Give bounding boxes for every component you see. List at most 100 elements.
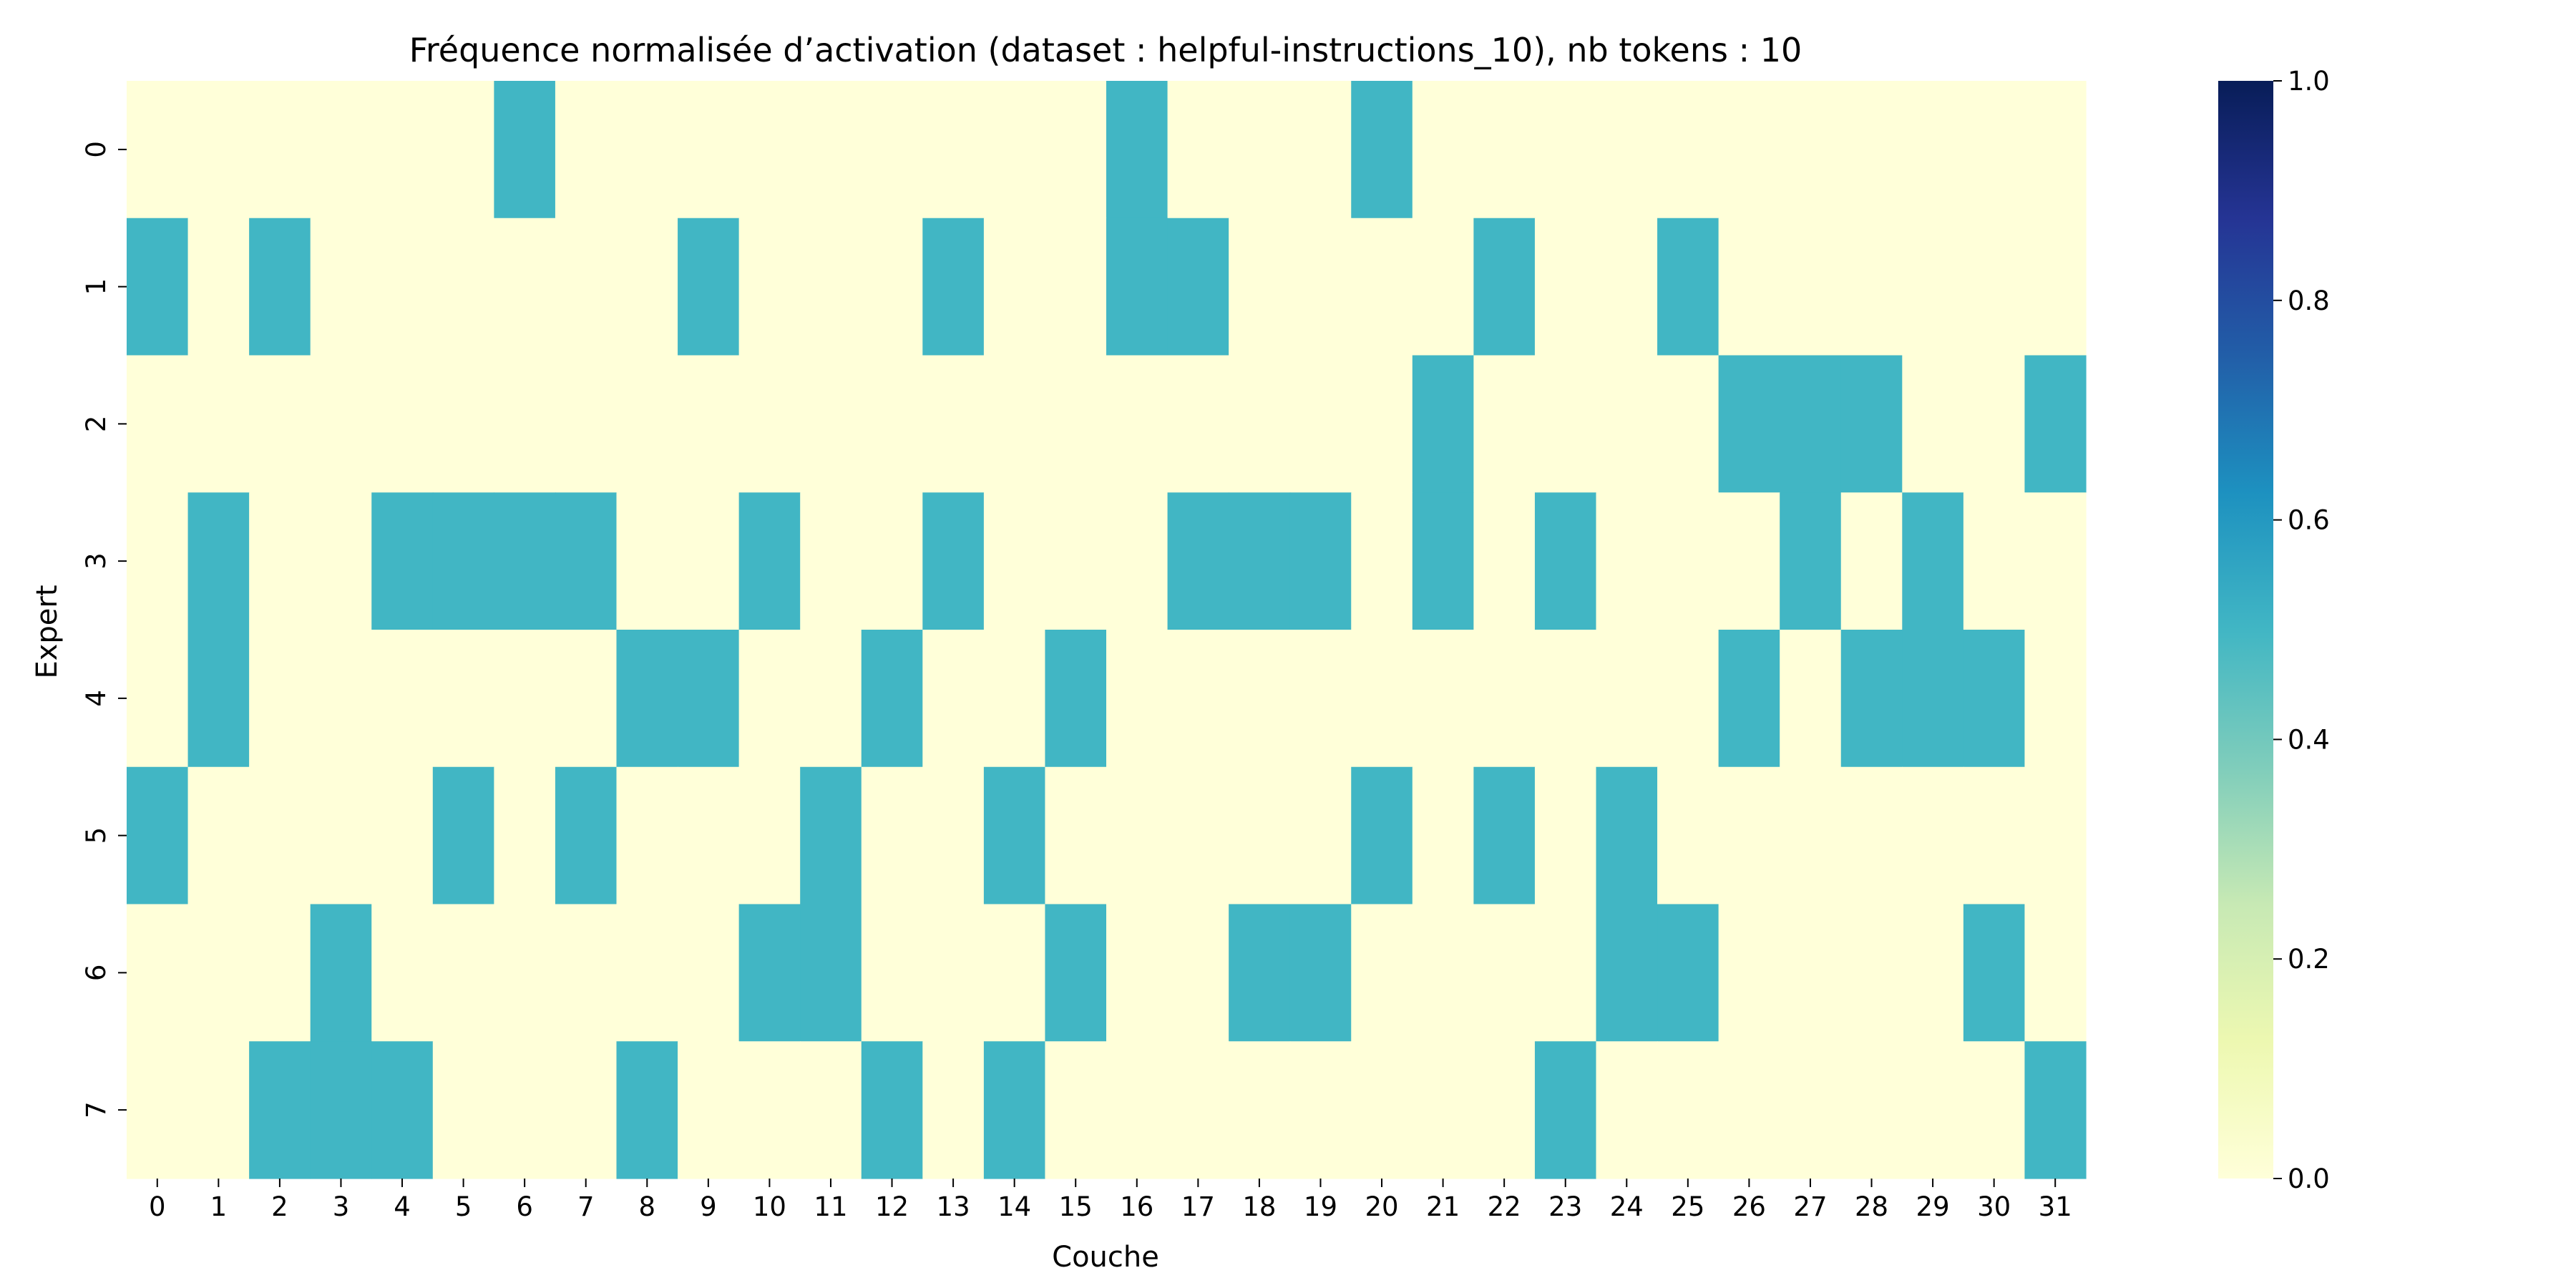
- heatmap-cell-expert-4-couche-20: [1351, 630, 1413, 768]
- heatmap-cell-expert-5-couche-8: [616, 766, 678, 905]
- x-tick-label: 21: [1426, 1191, 1460, 1222]
- x-tick-label: 1: [210, 1191, 228, 1222]
- heatmap-cell-expert-4-couche-7: [555, 630, 618, 768]
- heatmap-cell-expert-3-couche-20: [1351, 492, 1413, 630]
- heatmap-cell-expert-6-couche-7: [555, 904, 618, 1042]
- heatmap-cell-expert-3-couche-23: [1534, 492, 1597, 630]
- heatmap-cell-expert-4-couche-30: [1963, 630, 2026, 768]
- heatmap-cell-expert-0-couche-12: [861, 81, 923, 219]
- x-tick-label: 13: [937, 1191, 970, 1222]
- heatmap-cell-expert-7-couche-10: [738, 1041, 801, 1179]
- heatmap-cell-expert-6-couche-5: [432, 904, 494, 1042]
- heatmap-cell-expert-4-couche-11: [800, 630, 862, 768]
- heatmap-cell-expert-7-couche-26: [1718, 1041, 1780, 1179]
- heatmap-cell-expert-0-couche-26: [1718, 81, 1780, 219]
- heatmap-cell-expert-4-couche-18: [1229, 630, 1291, 768]
- heatmap-cell-expert-0-couche-11: [800, 81, 862, 219]
- heatmap-cell-expert-2-couche-3: [310, 355, 372, 493]
- heatmap-cell-expert-5-couche-17: [1167, 766, 1229, 905]
- heatmap-cell-expert-7-couche-0: [127, 1041, 189, 1179]
- heatmap-cell-expert-3-couche-31: [2024, 492, 2087, 630]
- heatmap-cell-expert-6-couche-25: [1657, 904, 1719, 1042]
- heatmap-cell-expert-0-couche-29: [1902, 81, 1964, 219]
- x-tick-label: 12: [875, 1191, 909, 1222]
- heatmap-cell-expert-2-couche-31: [2024, 355, 2087, 493]
- heatmap-cell-expert-2-couche-23: [1534, 355, 1597, 493]
- heatmap-cell-expert-1-couche-12: [861, 218, 923, 356]
- x-tick-label: 3: [333, 1191, 350, 1222]
- heatmap-cell-expert-6-couche-20: [1351, 904, 1413, 1042]
- heatmap-cell-expert-1-couche-24: [1596, 218, 1658, 356]
- y-tick-label: 4: [81, 690, 112, 707]
- x-tick-label: 8: [639, 1191, 656, 1222]
- x-tick-label: 11: [814, 1191, 847, 1222]
- heatmap-cell-expert-1-couche-31: [2024, 218, 2087, 356]
- y-tick-label: 0: [81, 141, 112, 158]
- heatmap-cell-expert-1-couche-23: [1534, 218, 1597, 356]
- heatmap-cell-expert-7-couche-24: [1596, 1041, 1658, 1179]
- heatmap-cell-expert-6-couche-22: [1473, 904, 1536, 1042]
- x-tick-label: 16: [1120, 1191, 1153, 1222]
- heatmap-cell-expert-3-couche-11: [800, 492, 862, 630]
- heatmap-cell-expert-6-couche-4: [371, 904, 434, 1042]
- heatmap-cell-expert-6-couche-3: [310, 904, 372, 1042]
- heatmap-cell-expert-3-couche-0: [127, 492, 189, 630]
- heatmap-cell-expert-4-couche-17: [1167, 630, 1229, 768]
- heatmap-cell-expert-5-couche-24: [1596, 766, 1658, 905]
- y-tick-label: 1: [81, 278, 112, 296]
- heatmap-cell-expert-1-couche-17: [1167, 218, 1229, 356]
- heatmap-cell-expert-3-couche-28: [1840, 492, 1903, 630]
- heatmap-cell-expert-0-couche-2: [249, 81, 311, 219]
- heatmap-cell-expert-3-couche-12: [861, 492, 923, 630]
- heatmap-cell-expert-0-couche-24: [1596, 81, 1658, 219]
- x-tick-label: 23: [1548, 1191, 1582, 1222]
- heatmap-cell-expert-2-couche-24: [1596, 355, 1658, 493]
- heatmap-cell-expert-7-couche-20: [1351, 1041, 1413, 1179]
- y-tick-label: 5: [81, 827, 112, 844]
- heatmap-cell-expert-1-couche-9: [678, 218, 740, 356]
- heatmap-cell-expert-7-couche-5: [432, 1041, 494, 1179]
- colorbar-tick-label: 0.2: [2288, 944, 2330, 975]
- x-tick-label: 22: [1488, 1191, 1521, 1222]
- x-tick-label: 14: [997, 1191, 1031, 1222]
- heatmap-cell-expert-5-couche-18: [1229, 766, 1291, 905]
- heatmap-cell-expert-4-couche-28: [1840, 630, 1903, 768]
- x-tick-label: 30: [1977, 1191, 2011, 1222]
- heatmap-cell-expert-2-couche-19: [1289, 355, 1352, 493]
- x-tick-label: 24: [1610, 1191, 1644, 1222]
- x-tick-label: 25: [1671, 1191, 1704, 1222]
- y-axis: 0 1 2 3 4 5 6 7: [81, 141, 127, 1118]
- heatmap-cell-expert-6-couche-8: [616, 904, 678, 1042]
- heatmap-cell-expert-1-couche-27: [1780, 218, 1842, 356]
- heatmap-cell-expert-4-couche-15: [1045, 630, 1107, 768]
- heatmap-cell-expert-6-couche-0: [127, 904, 189, 1042]
- x-tick-label: 9: [700, 1191, 717, 1222]
- heatmap-cell-expert-0-couche-22: [1473, 81, 1536, 219]
- x-axis-label: Couche: [1052, 1241, 1159, 1274]
- heatmap-cell-expert-1-couche-30: [1963, 218, 2026, 356]
- heatmap-cell-expert-0-couche-1: [187, 81, 250, 219]
- heatmap-cell-expert-7-couche-2: [249, 1041, 311, 1179]
- y-axis-label: Expert: [31, 585, 64, 678]
- heatmap-cell-expert-0-couche-28: [1840, 81, 1903, 219]
- heatmap-cell-expert-2-couche-16: [1106, 355, 1169, 493]
- heatmap-cell-expert-7-couche-23: [1534, 1041, 1597, 1179]
- colorbar-tick-label: 0.8: [2288, 286, 2330, 316]
- heatmap-cell-expert-4-couche-27: [1780, 630, 1842, 768]
- heatmap-cell-expert-1-couche-2: [249, 218, 311, 356]
- heatmap-cell-expert-2-couche-30: [1963, 355, 2026, 493]
- heatmap-cell-expert-5-couche-14: [983, 766, 1046, 905]
- heatmap-cell-expert-0-couche-21: [1412, 81, 1474, 219]
- heatmap-cell-expert-4-couche-23: [1534, 630, 1597, 768]
- heatmap-cell-expert-3-couche-26: [1718, 492, 1780, 630]
- heatmap-cell-expert-3-couche-5: [432, 492, 494, 630]
- x-tick-label: 5: [455, 1191, 472, 1222]
- heatmap-cell-expert-5-couche-15: [1045, 766, 1107, 905]
- heatmap-cell-expert-5-couche-19: [1289, 766, 1352, 905]
- heatmap-cell-expert-1-couche-8: [616, 218, 678, 356]
- x-tick-label: 17: [1181, 1191, 1215, 1222]
- heatmap-cell-expert-2-couche-17: [1167, 355, 1229, 493]
- heatmap-cell-expert-7-couche-7: [555, 1041, 618, 1179]
- heatmap-cell-expert-5-couche-1: [187, 766, 250, 905]
- heatmap-cell-expert-4-couche-29: [1902, 630, 1964, 768]
